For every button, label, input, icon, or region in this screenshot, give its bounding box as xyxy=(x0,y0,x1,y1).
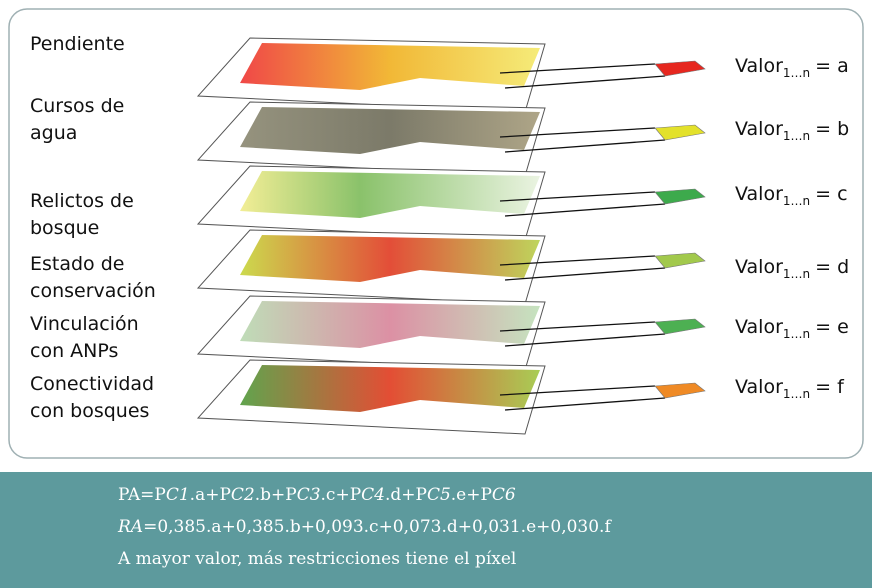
formula-line: PA=PC1.a+PC2.b+PC3.c+PC4.d+PC5.e+PC6 xyxy=(118,485,516,505)
formula-part: RA xyxy=(117,517,143,537)
layer-label: agua xyxy=(30,122,77,144)
value-word: Valor xyxy=(735,316,783,338)
formula-part: =0,385.a+0,385.b+0,093.c+0,073.d+0,031.e… xyxy=(143,517,612,537)
formula-part: C4 xyxy=(361,485,385,505)
value-eq: = e xyxy=(815,316,849,338)
value-word: Valor xyxy=(735,55,783,77)
formula-part: C2 xyxy=(231,485,255,505)
formula-part: PA=P xyxy=(118,485,166,505)
value-subscript: 1…n xyxy=(783,267,810,281)
formula-part: C3 xyxy=(297,485,321,505)
formula-part: .e+P xyxy=(451,485,492,505)
value-word: Valor xyxy=(735,256,783,278)
value-eq: = c xyxy=(815,183,847,205)
formula-line: A mayor valor, más restricciones tiene e… xyxy=(117,549,516,569)
layer-label: Pendiente xyxy=(30,33,125,55)
layer-label: Vinculación xyxy=(30,313,139,335)
value-subscript: 1…n xyxy=(783,194,810,208)
value-eq: = b xyxy=(815,118,849,140)
layer-map xyxy=(240,171,540,218)
formula-part: .a+P xyxy=(190,485,231,505)
layer-map xyxy=(240,235,540,282)
value-word: Valor xyxy=(735,118,783,140)
formula-part: C5 xyxy=(427,485,451,505)
formula-part: .b+P xyxy=(255,485,297,505)
layer-map xyxy=(240,107,540,154)
layer-map xyxy=(240,365,540,412)
formula-line: RA=0,385.a+0,385.b+0,093.c+0,073.d+0,031… xyxy=(117,517,612,537)
value-subscript: 1…n xyxy=(783,66,810,80)
layer-map xyxy=(240,43,540,90)
value-eq: = a xyxy=(815,55,849,77)
formula-part: .c+P xyxy=(321,485,362,505)
layer-label: Conectividad xyxy=(30,373,154,395)
layer-label: Cursos de xyxy=(30,95,124,117)
formula-part: C6 xyxy=(492,485,516,505)
value-eq: = f xyxy=(815,376,845,398)
layer-map xyxy=(240,301,540,348)
formula-part: C1 xyxy=(166,485,190,505)
layer-label: Relictos de xyxy=(30,190,134,212)
layer-label: Estado de xyxy=(30,253,124,275)
layer-label: con ANPs xyxy=(30,340,118,362)
value-subscript: 1…n xyxy=(783,129,810,143)
value-eq: = d xyxy=(815,256,849,278)
layer-label: conservación xyxy=(30,280,156,302)
layer-label: bosque xyxy=(30,217,99,239)
formula-part: .d+P xyxy=(385,485,427,505)
value-word: Valor xyxy=(735,183,783,205)
diagram: PendienteValor1…n= aCursos deaguaValor1…… xyxy=(0,0,872,588)
value-subscript: 1…n xyxy=(783,327,810,341)
value-word: Valor xyxy=(735,376,783,398)
value-subscript: 1…n xyxy=(783,387,810,401)
layer-label: con bosques xyxy=(30,400,149,422)
formula-part: A mayor valor, más restricciones tiene e… xyxy=(117,549,516,569)
